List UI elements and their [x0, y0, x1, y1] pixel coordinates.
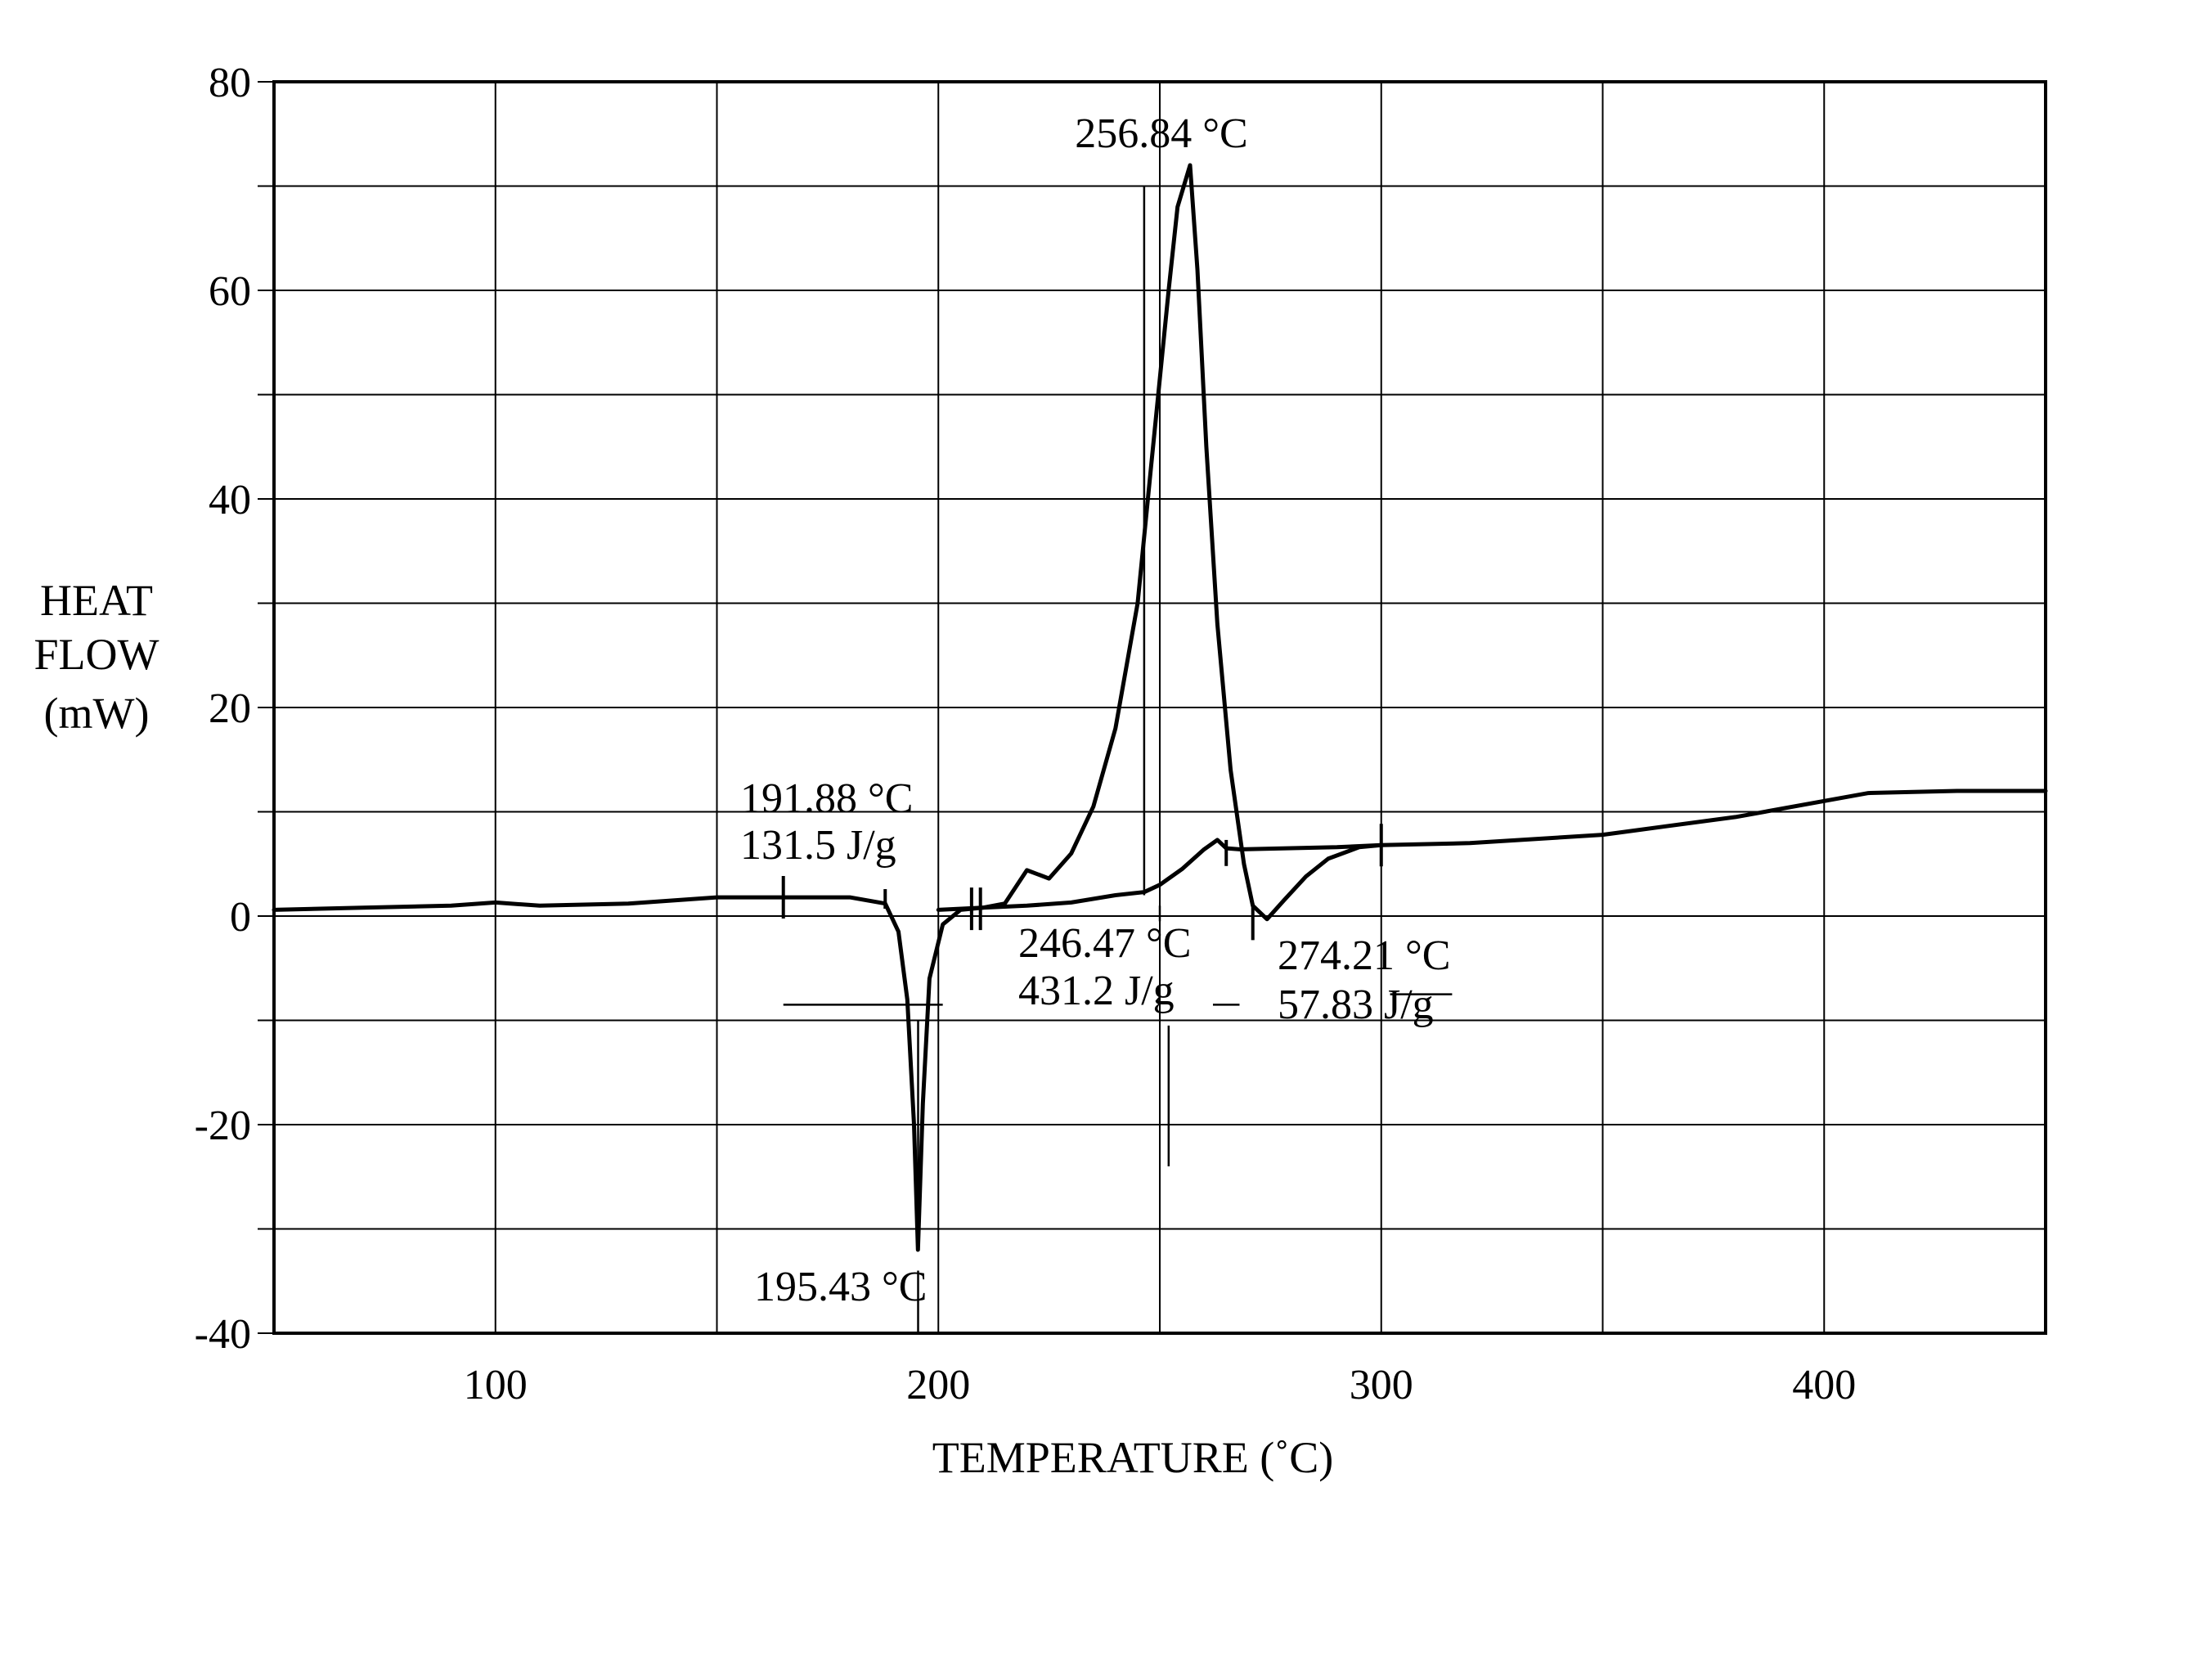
annotation-exo-onset-temp: 246.47 °C	[1018, 920, 1191, 967]
y-tick-label: 40	[209, 477, 251, 523]
annotation-melt-onset-enthalpy: 131.5 J/g	[740, 822, 896, 869]
x-axis-label: TEMPERATURE (˚C)	[932, 1433, 1333, 1482]
x-tick-label: 400	[1792, 1362, 1856, 1408]
y-tick-label: 80	[209, 60, 251, 106]
x-tick-label: 200	[906, 1362, 970, 1408]
x-tick-label: 100	[464, 1362, 528, 1408]
annotation-peak-exo: 256.84 °C	[1075, 110, 1247, 157]
annotation-endo-peak-enthalpy: 57.83 J/g	[1278, 981, 1434, 1028]
y-tick-label: -40	[195, 1311, 251, 1358]
annotation-exo-onset-enthalpy: 431.2 J/g	[1018, 968, 1175, 1014]
y-tick-label: 0	[230, 894, 251, 941]
y-axis-label-line1: HEAT	[40, 576, 153, 625]
grid	[258, 82, 2046, 1333]
x-tick-label: 300	[1350, 1362, 1413, 1408]
y-axis-label-line2: FLOW	[34, 630, 159, 679]
y-tick-label: 20	[209, 685, 251, 732]
annotation-endo-peak-temp: 274.21 °C	[1278, 932, 1450, 979]
y-tick-label: -20	[195, 1103, 251, 1149]
annotation-melt-peak: 195.43 °C	[754, 1264, 927, 1310]
annotation-melt-onset-temp: 191.88 °C	[740, 775, 913, 822]
y-axis-label-line3: (mW)	[44, 689, 150, 738]
x-tick-labels: 100 200 300 400	[464, 1362, 1857, 1408]
y-axis-label: HEAT FLOW (mW)	[34, 576, 159, 738]
annotation-leaders	[784, 186, 1453, 1334]
y-tick-label: 60	[209, 268, 251, 315]
y-tick-labels: 80 60 40 20 0 -20 -40	[195, 60, 251, 1358]
